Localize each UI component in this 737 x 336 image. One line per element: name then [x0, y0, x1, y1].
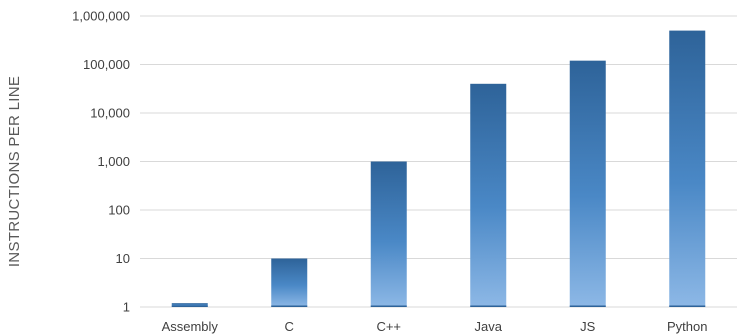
- bar-java: [470, 83, 507, 308]
- x-axis-ticks: Assembly C C++ Java JS Python: [162, 319, 708, 334]
- y-axis-title: INSTRUCTIONS PER LINE: [6, 76, 23, 267]
- y-tick-label: 1,000,000: [72, 9, 130, 24]
- x-tick-label: Python: [667, 319, 707, 334]
- y-tick-label: 10,000: [90, 106, 130, 121]
- y-tick-label: 1,000: [97, 154, 130, 169]
- x-tick-label: C++: [376, 319, 401, 334]
- bar-baseline: [569, 305, 606, 307]
- x-tick-label: C: [285, 319, 294, 334]
- bar-c-: [370, 161, 407, 307]
- x-tick-label: Java: [475, 319, 503, 334]
- y-tick-label: 1: [123, 300, 130, 315]
- y-tick-label: 10: [116, 251, 130, 266]
- x-tick-label: Assembly: [162, 319, 219, 334]
- bar-baseline: [669, 305, 706, 307]
- bar-python: [669, 30, 706, 308]
- bar-baseline: [370, 305, 407, 307]
- gridlines: [140, 15, 737, 308]
- bars: [171, 30, 706, 308]
- y-tick-label: 100,000: [83, 57, 130, 72]
- bar-baseline: [470, 305, 507, 307]
- y-tick-label: 100: [108, 203, 130, 218]
- x-tick-label: JS: [580, 319, 596, 334]
- bar-c: [271, 258, 308, 307]
- bar-baseline: [271, 305, 308, 307]
- bar-js: [569, 60, 606, 307]
- y-axis-ticks: 1 10 100 1,000 10,000 100,000 1,000,000: [72, 9, 130, 315]
- bar-assembly: [171, 303, 208, 307]
- bar-baseline: [171, 305, 208, 307]
